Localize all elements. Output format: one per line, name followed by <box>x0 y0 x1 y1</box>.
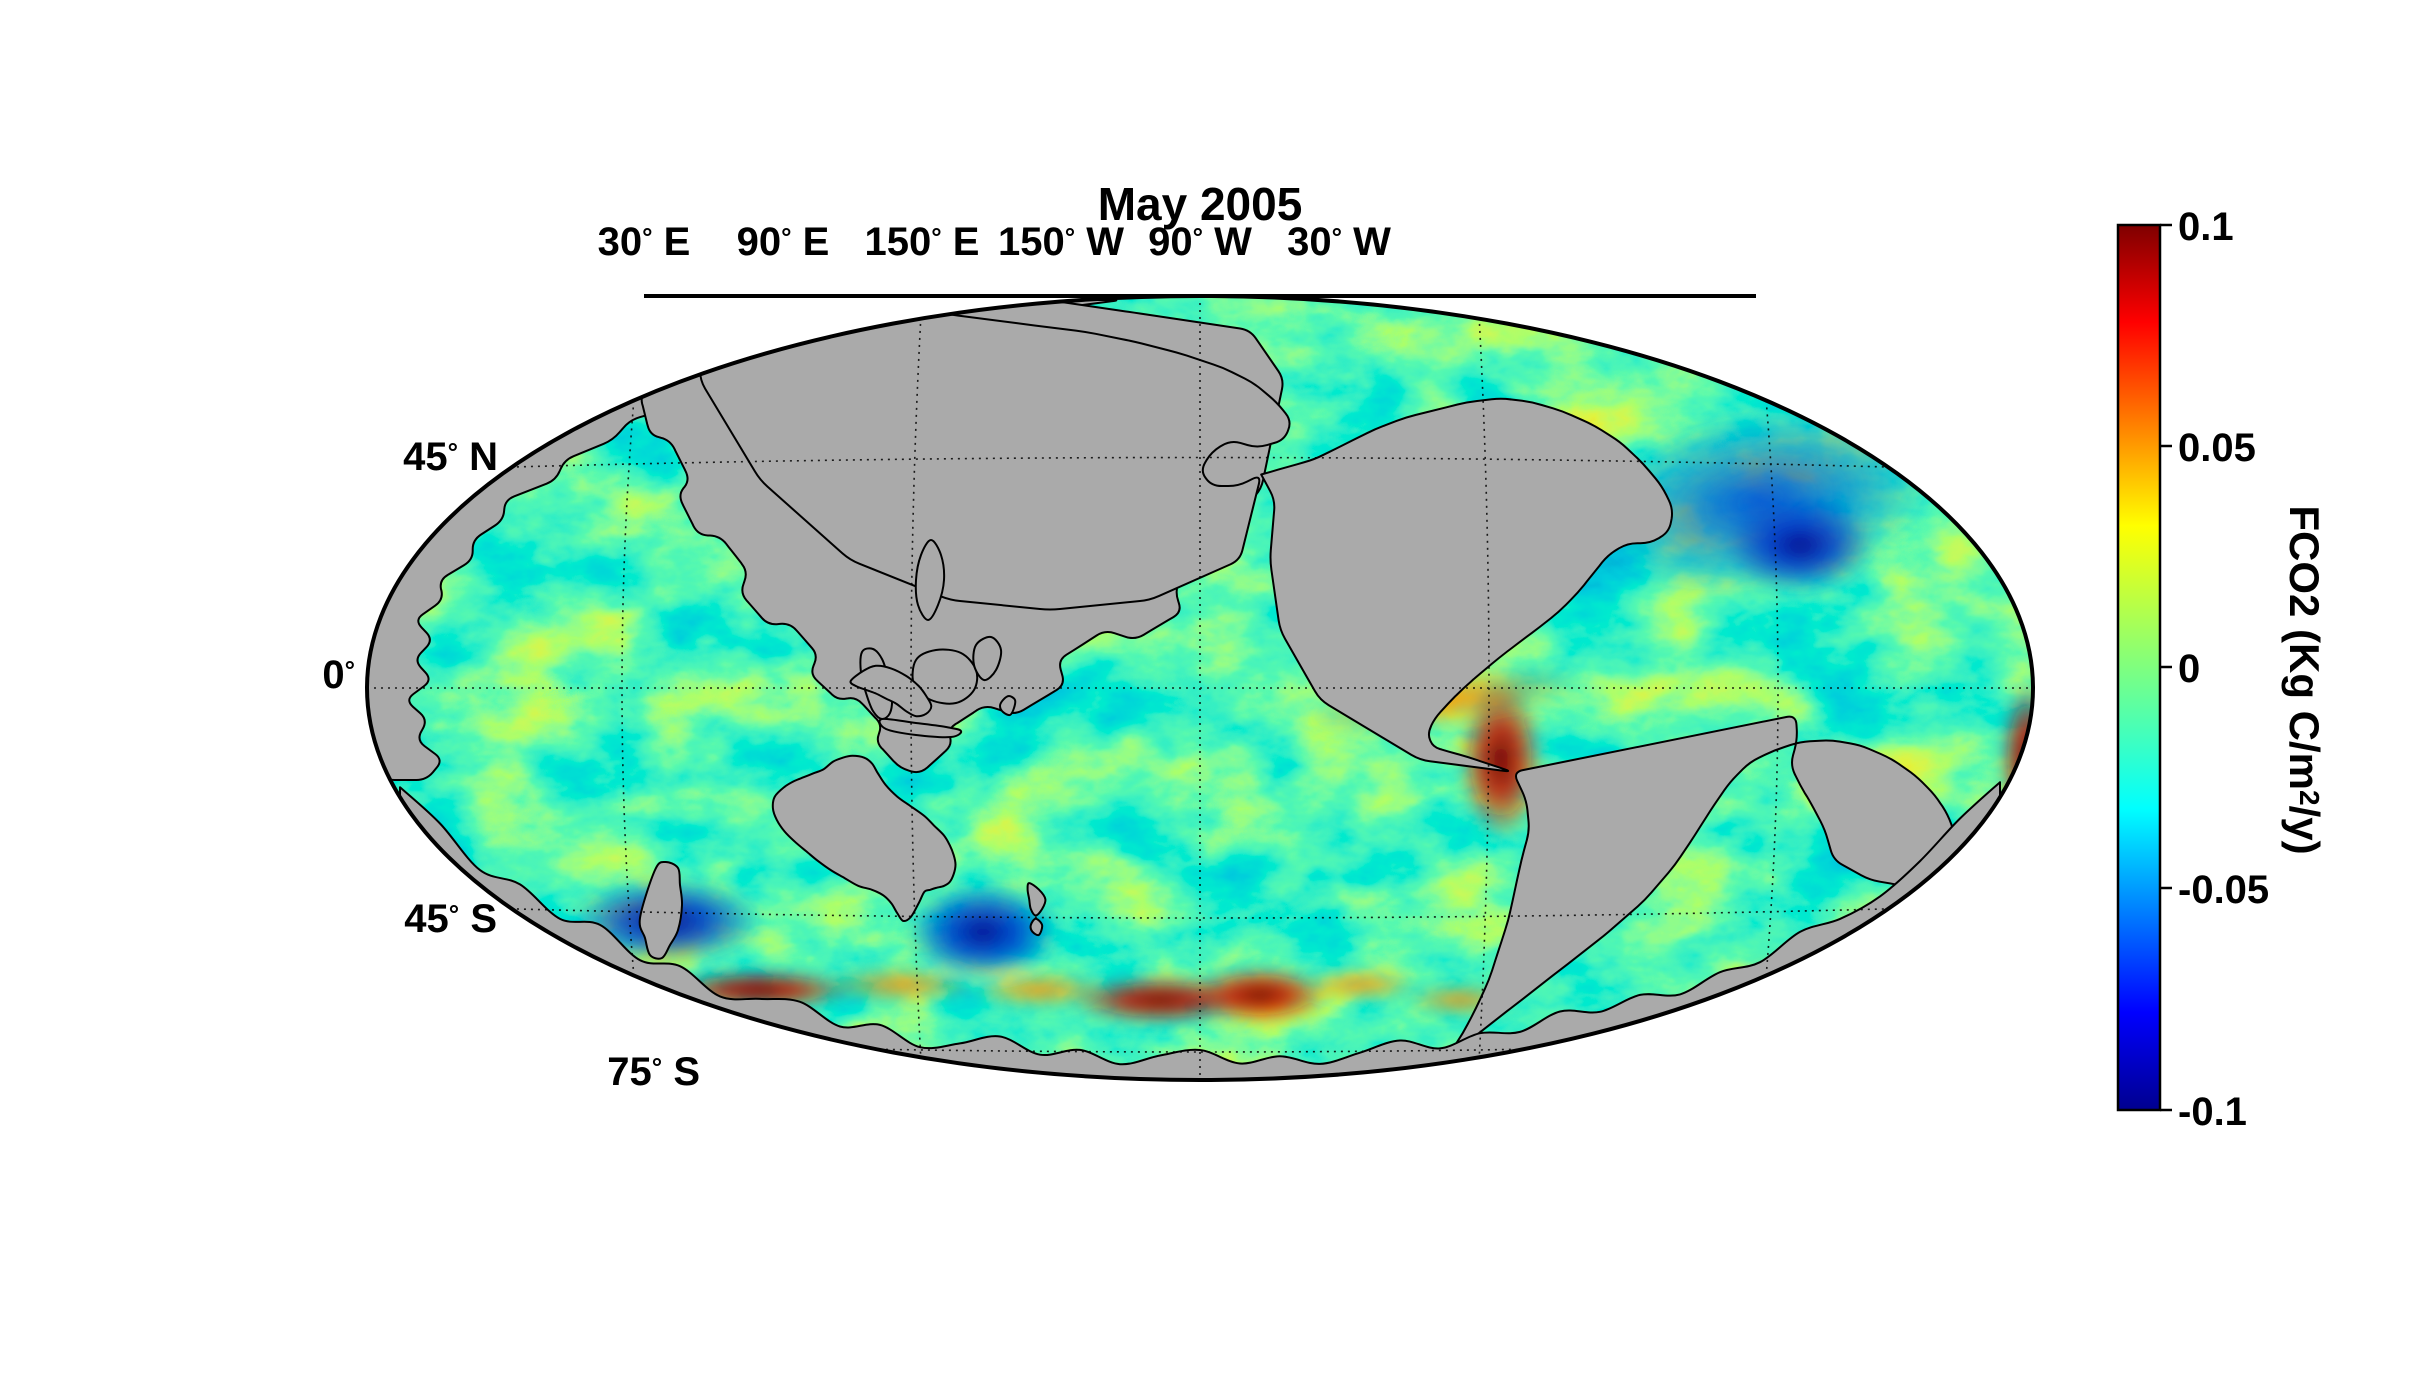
svg-text:-0.1: -0.1 <box>2178 1090 2247 1134</box>
svg-text:150° E: 150° E <box>865 220 980 264</box>
svg-text:May 2005: May 2005 <box>1098 178 1303 230</box>
svg-text:0.1: 0.1 <box>2178 205 2234 249</box>
svg-text:0.05: 0.05 <box>2178 426 2256 470</box>
svg-text:0: 0 <box>2178 647 2200 691</box>
svg-text:-0.05: -0.05 <box>2178 868 2269 912</box>
